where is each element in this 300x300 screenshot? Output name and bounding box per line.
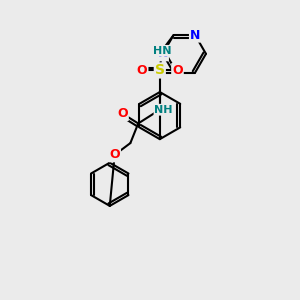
Text: N: N — [190, 28, 200, 42]
Text: NH: NH — [154, 105, 173, 115]
Text: N: N — [158, 47, 168, 60]
Text: O: O — [172, 64, 183, 77]
Text: O: O — [110, 148, 120, 161]
Text: HN: HN — [152, 46, 171, 56]
Text: O: O — [137, 64, 148, 77]
Text: O: O — [117, 107, 128, 120]
Text: S: S — [155, 63, 165, 77]
